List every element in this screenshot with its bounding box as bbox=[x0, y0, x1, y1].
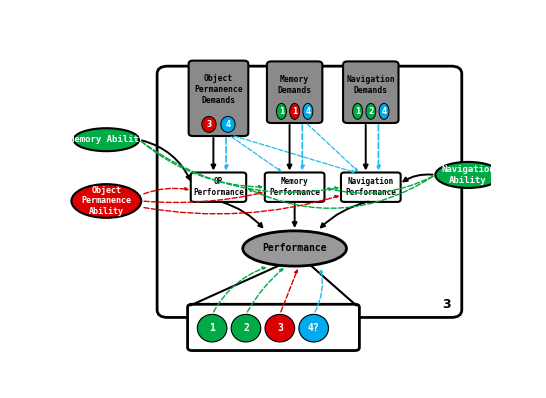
Text: Object
Permanence
Ability: Object Permanence Ability bbox=[81, 186, 132, 216]
Text: Performance: Performance bbox=[262, 244, 327, 254]
Ellipse shape bbox=[74, 128, 139, 151]
FancyBboxPatch shape bbox=[157, 66, 462, 318]
Ellipse shape bbox=[435, 162, 501, 188]
Ellipse shape bbox=[243, 231, 347, 266]
Ellipse shape bbox=[290, 103, 300, 119]
Text: 3: 3 bbox=[277, 323, 283, 333]
Text: Memory
Performance: Memory Performance bbox=[269, 178, 320, 197]
Ellipse shape bbox=[231, 314, 261, 342]
Text: 4: 4 bbox=[305, 107, 311, 116]
Text: 1: 1 bbox=[292, 107, 297, 116]
FancyBboxPatch shape bbox=[341, 172, 401, 202]
Ellipse shape bbox=[366, 103, 376, 119]
Text: 2: 2 bbox=[368, 107, 373, 116]
Ellipse shape bbox=[276, 103, 286, 119]
FancyBboxPatch shape bbox=[267, 61, 322, 123]
Text: 1: 1 bbox=[209, 323, 215, 333]
FancyBboxPatch shape bbox=[188, 304, 359, 351]
Ellipse shape bbox=[379, 103, 389, 119]
Text: 1: 1 bbox=[279, 107, 284, 116]
Ellipse shape bbox=[221, 116, 235, 133]
Text: Memory
Demands: Memory Demands bbox=[277, 75, 312, 95]
Text: Navigation
Ability: Navigation Ability bbox=[441, 165, 495, 185]
Text: 3: 3 bbox=[206, 120, 211, 129]
Ellipse shape bbox=[299, 314, 329, 342]
Text: 2: 2 bbox=[243, 323, 249, 333]
Ellipse shape bbox=[72, 184, 141, 218]
FancyBboxPatch shape bbox=[191, 172, 246, 202]
Text: 4?: 4? bbox=[308, 323, 319, 333]
Text: OP
Performance: OP Performance bbox=[193, 178, 244, 197]
Text: Navigation
Demands: Navigation Demands bbox=[346, 75, 395, 95]
Text: 4: 4 bbox=[382, 107, 387, 116]
Text: Object
Permanence
Demands: Object Permanence Demands bbox=[194, 74, 243, 105]
Ellipse shape bbox=[197, 314, 227, 342]
Text: 1: 1 bbox=[355, 107, 360, 116]
Ellipse shape bbox=[265, 314, 295, 342]
Text: Navigation
Performance: Navigation Performance bbox=[346, 178, 396, 197]
Text: 3: 3 bbox=[443, 298, 451, 311]
FancyBboxPatch shape bbox=[265, 172, 324, 202]
Text: Memory Ability: Memory Ability bbox=[69, 135, 144, 144]
Ellipse shape bbox=[202, 116, 216, 133]
Text: 4: 4 bbox=[225, 120, 230, 129]
FancyBboxPatch shape bbox=[188, 60, 248, 136]
FancyBboxPatch shape bbox=[343, 61, 399, 123]
Ellipse shape bbox=[353, 103, 363, 119]
Ellipse shape bbox=[303, 103, 313, 119]
